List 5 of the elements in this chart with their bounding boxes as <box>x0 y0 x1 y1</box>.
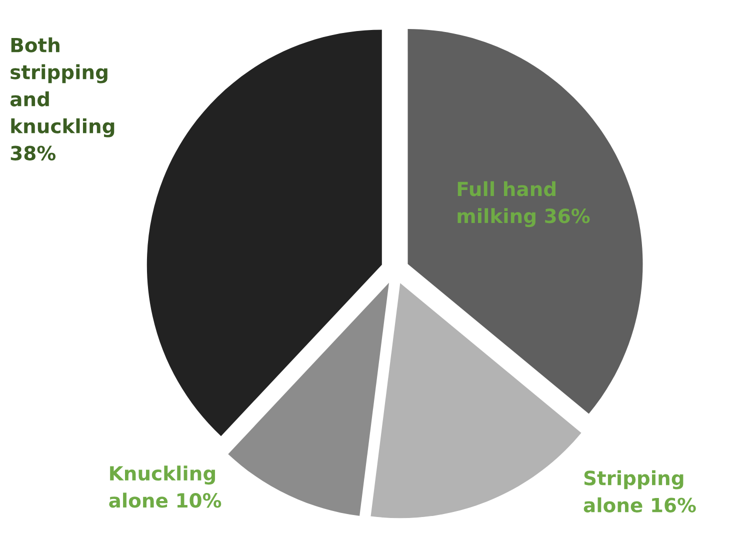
slice-label: Full hand milking 36% <box>458 181 590 228</box>
slice-label: Both stripping and knuckling <box>10 37 114 138</box>
slice-label: Knuckling alone 10% <box>109 466 222 508</box>
data-label: 38% <box>10 146 56 160</box>
slice-label: Stripping alone 16% <box>584 470 696 512</box>
